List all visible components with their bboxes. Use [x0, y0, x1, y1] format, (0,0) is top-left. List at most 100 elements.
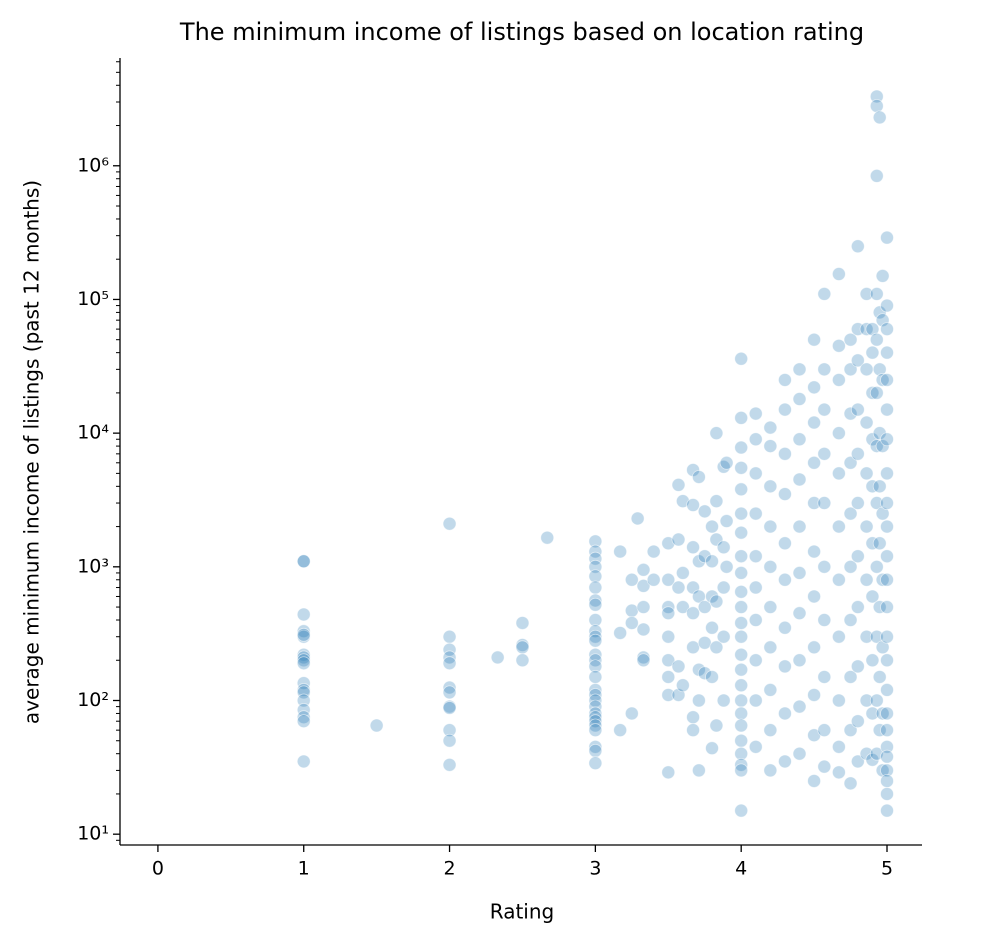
point [588, 551, 603, 566]
point [865, 322, 880, 337]
point [716, 540, 731, 555]
point [859, 287, 874, 301]
point [734, 718, 749, 733]
point [807, 332, 821, 347]
point [869, 287, 884, 301]
point [624, 603, 639, 618]
point [872, 362, 887, 377]
point [671, 532, 686, 547]
point [817, 287, 832, 301]
point [661, 653, 676, 668]
point [588, 613, 603, 627]
point [880, 572, 894, 587]
point [748, 653, 763, 668]
point [807, 496, 821, 510]
point [661, 629, 676, 644]
point [442, 656, 457, 671]
point [869, 746, 884, 761]
point [588, 597, 603, 612]
point [697, 635, 712, 650]
point [588, 559, 603, 574]
x-tick-label: 3 [589, 858, 601, 880]
point [880, 787, 894, 801]
point [613, 626, 628, 640]
point [778, 620, 792, 635]
point [850, 446, 865, 461]
point [661, 670, 676, 684]
point [636, 653, 651, 668]
point [442, 733, 457, 748]
point [686, 463, 700, 477]
point [843, 362, 858, 377]
point [778, 446, 792, 461]
axes: 0 1 2 3 4 5 10¹ 10² 10³ 10⁴ 10⁵ 10⁶ [77, 58, 922, 880]
point [817, 446, 832, 461]
point [763, 479, 778, 494]
point [296, 624, 311, 639]
point [831, 739, 846, 754]
point [748, 613, 763, 627]
x-tick-label: 1 [298, 858, 310, 880]
point [748, 432, 763, 447]
point [296, 710, 311, 725]
point [880, 298, 894, 313]
point [734, 733, 749, 748]
point [792, 566, 807, 580]
point [792, 519, 807, 534]
point [865, 589, 880, 604]
point [442, 629, 457, 644]
point [859, 519, 874, 534]
x-tick-label: 0 [152, 858, 164, 880]
point [880, 683, 894, 697]
point [588, 633, 603, 648]
point [442, 701, 457, 715]
point [792, 392, 807, 406]
point [850, 239, 865, 254]
point [880, 629, 894, 644]
point [296, 554, 311, 569]
point [869, 89, 884, 104]
point [675, 600, 690, 614]
point [872, 479, 887, 494]
x-tick-label: 5 [881, 858, 893, 880]
point [831, 765, 846, 780]
point [588, 718, 603, 733]
point [734, 525, 749, 540]
point [734, 746, 749, 761]
y-tick-label: 10⁵ [77, 288, 109, 310]
point [624, 616, 639, 630]
point [661, 765, 676, 780]
point [719, 559, 734, 574]
point [807, 688, 821, 702]
point [675, 678, 690, 693]
point [613, 544, 628, 559]
point [763, 763, 778, 778]
point [588, 706, 603, 721]
point [490, 650, 505, 665]
point [778, 659, 792, 674]
point [705, 620, 719, 635]
y-tick-label: 10¹ [77, 823, 109, 845]
point [709, 426, 724, 441]
point [763, 723, 778, 738]
point [843, 506, 858, 521]
point [748, 580, 763, 595]
x-tick-label: 4 [735, 858, 747, 880]
point [880, 723, 894, 738]
point [865, 536, 880, 551]
point [875, 763, 890, 778]
point [709, 640, 724, 655]
point [613, 723, 628, 738]
point [734, 647, 749, 662]
point [515, 653, 530, 668]
chart-title: The minimum income of listings based on … [179, 18, 864, 46]
point [817, 559, 832, 574]
point [831, 519, 846, 534]
point [763, 420, 778, 435]
point [296, 607, 311, 622]
point [515, 640, 530, 655]
point [588, 723, 603, 738]
point [865, 653, 880, 668]
point [588, 670, 603, 684]
point [843, 723, 858, 738]
